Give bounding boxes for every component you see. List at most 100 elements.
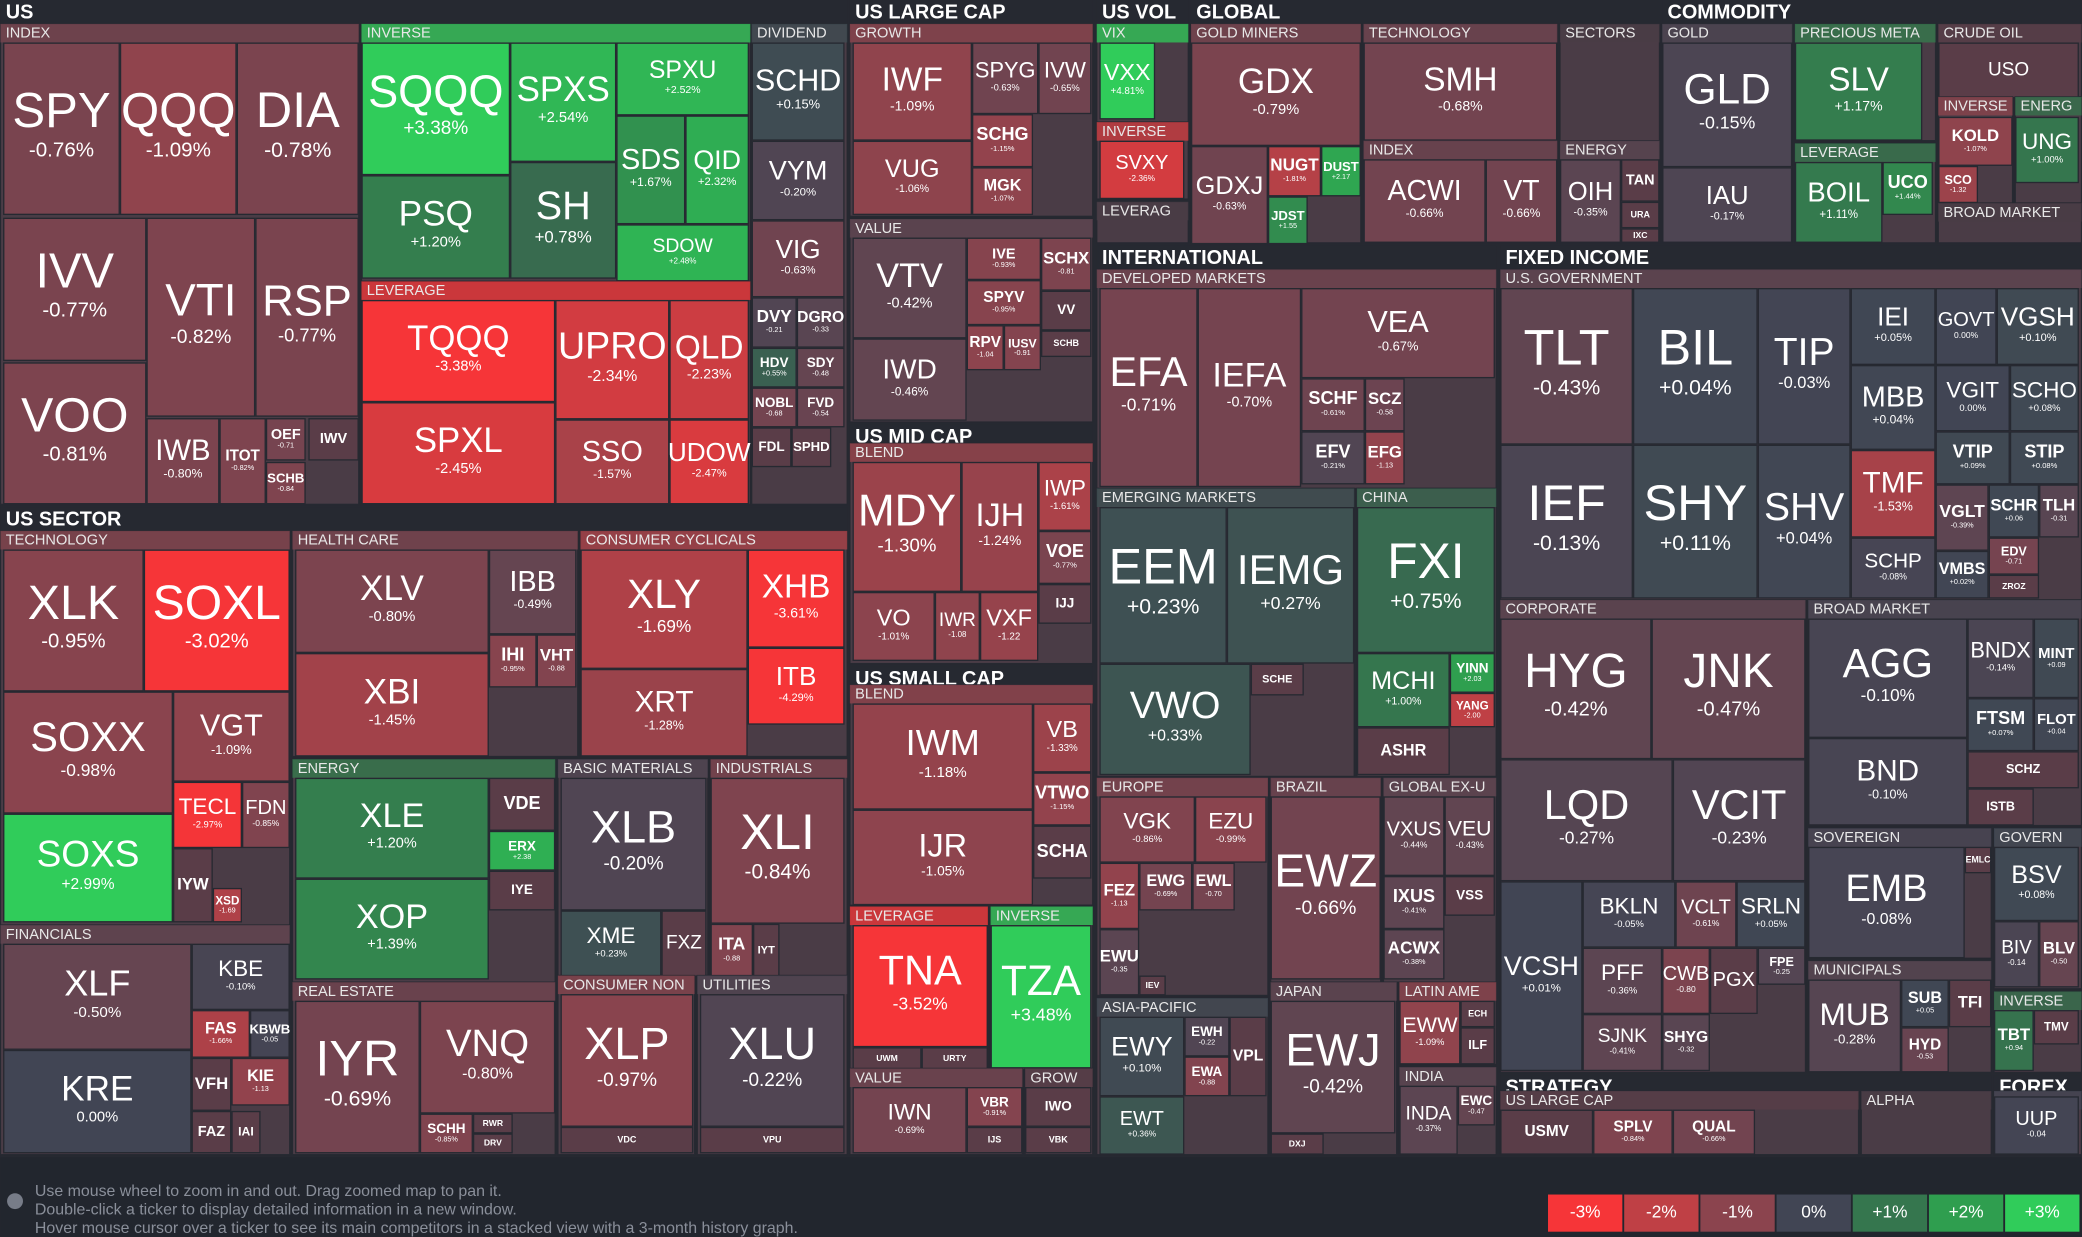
ticker-tile[interactable]: [172, 781, 242, 849]
ticker-tile[interactable]: [1364, 431, 1405, 485]
ticker-tile[interactable]: [1996, 288, 2079, 365]
ticker-tile[interactable]: [616, 42, 750, 116]
ticker-tile[interactable]: [1301, 378, 1365, 432]
ticker-tile[interactable]: [1194, 796, 1267, 863]
ticker-tile[interactable]: [971, 42, 1039, 115]
ticker-tile[interactable]: [1662, 947, 1710, 1015]
ticker-tile[interactable]: [1582, 1014, 1663, 1072]
ticker-tile[interactable]: [1383, 796, 1445, 876]
ticker-tile[interactable]: [1099, 140, 1185, 200]
ticker-tile[interactable]: [119, 42, 237, 216]
ticker-tile[interactable]: [1988, 484, 2040, 538]
ticker-tile[interactable]: [752, 923, 780, 977]
ticker-tile[interactable]: [1988, 574, 2040, 599]
ticker-tile[interactable]: [1139, 975, 1166, 996]
ticker-tile[interactable]: [472, 1133, 513, 1154]
ticker-tile[interactable]: [1988, 537, 2040, 575]
ticker-tile[interactable]: [669, 419, 750, 505]
ticker-tile[interactable]: [295, 1000, 420, 1154]
ticker-tile[interactable]: [1003, 325, 1042, 371]
ticker-tile[interactable]: [2039, 921, 2079, 988]
ticker-tile[interactable]: [1192, 862, 1235, 911]
ticker-tile[interactable]: [1935, 364, 2010, 432]
ticker-tile[interactable]: [1967, 788, 2034, 826]
ticker-tile[interactable]: [1033, 825, 1092, 879]
ticker-tile[interactable]: [751, 42, 845, 141]
ticker-tile[interactable]: [1038, 583, 1092, 624]
ticker-tile[interactable]: [1967, 698, 2034, 752]
ticker-tile[interactable]: [1356, 507, 1495, 654]
ticker-tile[interactable]: [1099, 796, 1195, 863]
ticker-tile[interactable]: [3, 813, 173, 923]
ticker-tile[interactable]: [751, 297, 797, 348]
ticker-tile[interactable]: [1139, 862, 1193, 911]
ticker-tile[interactable]: [710, 923, 753, 977]
ticker-tile[interactable]: [990, 925, 1092, 1069]
ticker-tile[interactable]: [1850, 288, 1936, 365]
ticker-tile[interactable]: [1582, 947, 1663, 1015]
ticker-tile[interactable]: [1301, 288, 1495, 379]
ticker-tile[interactable]: [1736, 881, 1806, 948]
ticker-tile[interactable]: [1267, 196, 1308, 245]
ticker-tile[interactable]: [1099, 1096, 1185, 1155]
ticker-tile[interactable]: [295, 777, 489, 879]
ticker-tile[interactable]: [852, 42, 972, 141]
ticker-tile[interactable]: [2009, 364, 2079, 432]
ticker-tile[interactable]: [751, 427, 792, 468]
ticker-tile[interactable]: [1500, 288, 1633, 445]
ticker-tile[interactable]: [796, 347, 845, 388]
ticker-tile[interactable]: [1672, 759, 1806, 882]
ticker-tile[interactable]: [661, 910, 707, 977]
ticker-tile[interactable]: [1399, 1085, 1458, 1155]
ticker-tile[interactable]: [747, 647, 845, 725]
ticker-tile[interactable]: [488, 870, 556, 911]
ticker-tile[interactable]: [1808, 618, 1968, 738]
ticker-tile[interactable]: [796, 387, 845, 428]
ticker-tile[interactable]: [2015, 116, 2079, 184]
ticker-tile[interactable]: [1460, 1027, 1495, 1065]
ticker-tile[interactable]: [1901, 979, 1949, 1028]
ticker-tile[interactable]: [555, 299, 670, 420]
ticker-tile[interactable]: [1935, 484, 1989, 551]
ticker-tile[interactable]: [580, 549, 748, 669]
ticker-tile[interactable]: [361, 42, 511, 176]
ticker-tile[interactable]: [1033, 703, 1092, 773]
ticker-tile[interactable]: [1270, 796, 1381, 980]
ticker-tile[interactable]: [1383, 929, 1445, 980]
ticker-tile[interactable]: [669, 299, 750, 420]
ticker-tile[interactable]: [1559, 159, 1622, 243]
ticker-tile[interactable]: [2009, 431, 2079, 485]
ticker-tile[interactable]: [1993, 846, 2079, 922]
ticker-tile[interactable]: [1444, 875, 1495, 916]
ticker-tile[interactable]: [510, 42, 617, 162]
ticker-tile[interactable]: [1500, 618, 1652, 760]
ticker-tile[interactable]: [1935, 431, 2010, 485]
ticker-tile[interactable]: [1662, 1014, 1710, 1072]
ticker-tile[interactable]: [1099, 862, 1140, 930]
ticker-tile[interactable]: [1808, 846, 1965, 959]
ticker-tile[interactable]: [2039, 484, 2079, 538]
ticker-tile[interactable]: [1099, 929, 1140, 996]
ticker-tile[interactable]: [1399, 1000, 1461, 1065]
ticker-tile[interactable]: [1038, 530, 1092, 584]
ticker-tile[interactable]: [1184, 1016, 1230, 1057]
ticker-tile[interactable]: [1794, 42, 1923, 141]
ticker-tile[interactable]: [560, 777, 707, 911]
ticker-tile[interactable]: [212, 887, 242, 923]
ticker-tile[interactable]: [295, 653, 489, 757]
ticker-tile[interactable]: [966, 237, 1042, 281]
ticker-tile[interactable]: [796, 297, 845, 348]
ticker-tile[interactable]: [1935, 288, 1997, 365]
ticker-tile[interactable]: [191, 1057, 232, 1111]
ticker-tile[interactable]: [852, 703, 1034, 810]
ticker-tile[interactable]: [1662, 42, 1793, 168]
ticker-tile[interactable]: [265, 461, 306, 505]
ticker-tile[interactable]: [699, 994, 845, 1127]
ticker-tile[interactable]: [852, 1087, 967, 1154]
ticker-tile[interactable]: [1675, 881, 1737, 948]
ticker-tile[interactable]: [219, 418, 266, 505]
ticker-tile[interactable]: [852, 809, 1034, 906]
ticker-tile[interactable]: [1356, 727, 1450, 776]
ticker-tile[interactable]: [1226, 507, 1355, 664]
ticker-tile[interactable]: [1197, 288, 1302, 488]
